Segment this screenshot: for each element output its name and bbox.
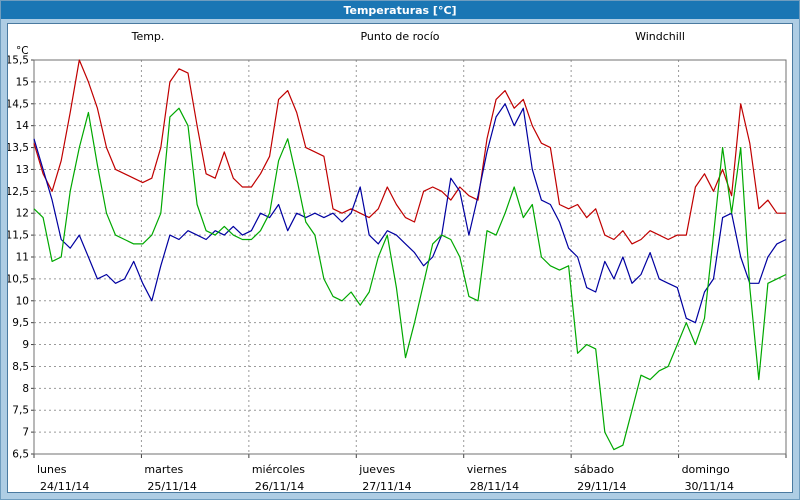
window-title: Temperaturas [°C]	[343, 3, 457, 17]
legend-label-1: Punto de rocío	[360, 30, 439, 43]
y-tick-label: 14	[16, 120, 30, 132]
y-tick-label: 13,5	[8, 142, 29, 154]
y-tick-label: 11,5	[8, 230, 29, 242]
day-date-label: 29/11/14	[577, 480, 626, 492]
y-tick-label: 10	[16, 295, 29, 307]
y-tick-label: 7,5	[12, 405, 29, 417]
y-tick-label: 9	[22, 339, 29, 351]
y-tick-label: 9,5	[12, 317, 29, 329]
y-tick-label: 15	[16, 76, 29, 88]
day-date-label: 24/11/14	[40, 480, 89, 492]
y-tick-label: 13	[16, 164, 29, 176]
day-date-label: 27/11/14	[362, 480, 411, 492]
series-line-0	[33, 59, 786, 245]
y-tick-label: 15,5	[8, 55, 29, 67]
legend-label-0: Temp.	[131, 30, 165, 43]
temperature-chart: 6,5 7 7,5 8 8,5 9 9,5 10 10,5 11 11,5 12 12,5 13 13,5 1…	[8, 30, 787, 492]
y-tick-label: 12,5	[8, 186, 29, 198]
y-tick-label: 8	[22, 383, 29, 395]
series-line-1	[33, 103, 787, 324]
y-tick-label: 12	[16, 208, 29, 220]
day-date-label: 26/11/14	[255, 480, 304, 492]
day-date-label: 28/11/14	[470, 480, 519, 492]
day-date-label: 30/11/14	[685, 480, 734, 492]
day-name-label: martes	[144, 463, 183, 476]
day-name-label: miércoles	[252, 463, 305, 476]
y-tick-label: 14,5	[8, 98, 29, 110]
y-tick-label: 8,5	[12, 361, 29, 373]
day-name-label: sábado	[574, 463, 614, 476]
series-line-2	[33, 107, 787, 451]
y-axis-unit: °C	[16, 45, 29, 57]
y-tick-label: 7	[22, 427, 29, 439]
day-name-label: viernes	[467, 463, 507, 476]
y-tick-label: 6,5	[12, 449, 29, 461]
title-bar: Temperaturas [°C]	[1, 1, 799, 19]
chart-panel: 6,5 7 7,5 8 8,5 9 9,5 10 10,5 11 11,5 12 12,5 13 13,5 1…	[7, 23, 793, 493]
y-tick-label: 11	[16, 252, 29, 264]
day-name-label: jueves	[358, 463, 395, 476]
plot-border	[33, 59, 787, 455]
day-name-label: domingo	[682, 463, 730, 476]
day-date-label: 25/11/14	[147, 480, 196, 492]
legend-label-2: Windchill	[635, 30, 685, 43]
day-name-label: lunes	[37, 463, 67, 476]
y-tick-label: 10,5	[8, 273, 29, 285]
